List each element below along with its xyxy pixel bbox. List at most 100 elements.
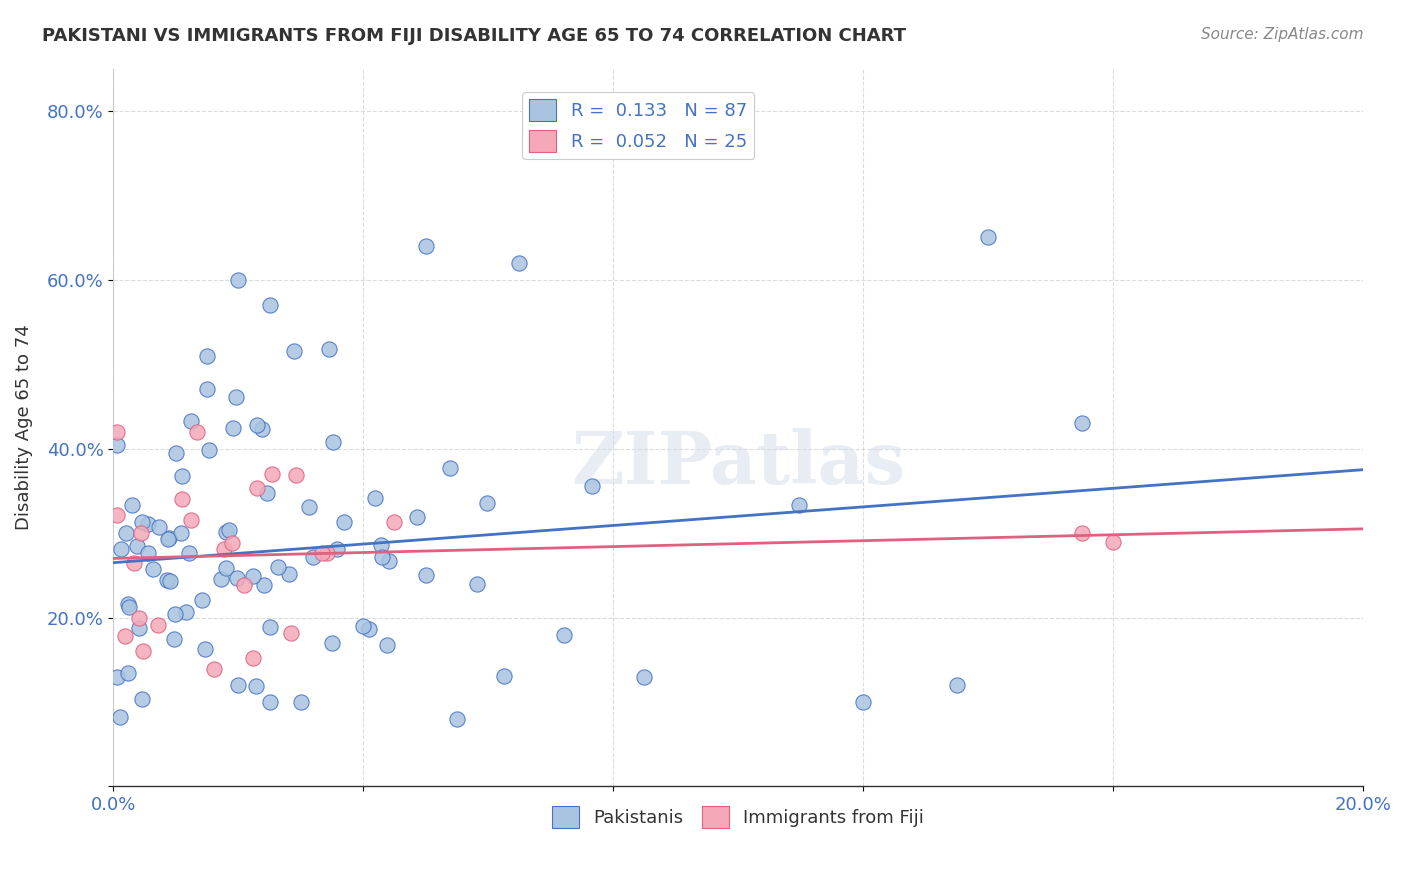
Pakistanis xyxy=(277,567,299,582)
Pakistanis xyxy=(105,438,128,452)
Text: Source: ZipAtlas.com: Source: ZipAtlas.com xyxy=(1201,27,1364,42)
Pakistanis xyxy=(148,520,170,534)
Pakistanis xyxy=(193,641,215,656)
Immigrants from Fiji xyxy=(202,662,225,676)
Pakistanis xyxy=(222,421,245,435)
Pakistanis xyxy=(209,573,232,587)
Pakistanis xyxy=(406,510,429,524)
Immigrants from Fiji xyxy=(114,629,136,643)
Immigrants from Fiji xyxy=(242,650,264,665)
Pakistanis xyxy=(162,632,184,646)
Pakistanis xyxy=(215,524,238,539)
Pakistanis xyxy=(298,500,321,514)
Text: PAKISTANI VS IMMIGRANTS FROM FIJI DISABILITY AGE 65 TO 74 CORRELATION CHART: PAKISTANI VS IMMIGRANTS FROM FIJI DISABI… xyxy=(42,27,907,45)
Pakistanis xyxy=(226,571,249,585)
Immigrants from Fiji xyxy=(212,541,235,556)
Pakistanis xyxy=(1070,417,1092,431)
Immigrants from Fiji xyxy=(132,644,155,658)
Legend: Pakistanis, Immigrants from Fiji: Pakistanis, Immigrants from Fiji xyxy=(544,798,931,835)
Pakistanis xyxy=(352,619,374,633)
Pakistanis xyxy=(370,538,392,552)
Pakistanis xyxy=(945,678,967,692)
Pakistanis xyxy=(364,491,387,506)
Immigrants from Fiji xyxy=(311,546,333,560)
Pakistanis xyxy=(117,666,139,681)
Immigrants from Fiji xyxy=(316,546,339,560)
Immigrants from Fiji xyxy=(170,491,193,506)
Immigrants from Fiji xyxy=(280,626,302,640)
Pakistanis xyxy=(246,418,269,433)
Pakistanis xyxy=(228,273,250,287)
Immigrants from Fiji xyxy=(1070,526,1092,541)
Y-axis label: Disability Age 65 to 74: Disability Age 65 to 74 xyxy=(15,325,32,531)
Pakistanis xyxy=(492,669,515,683)
Pakistanis xyxy=(191,592,214,607)
Pakistanis xyxy=(180,414,202,428)
Pakistanis xyxy=(321,636,343,650)
Pakistanis xyxy=(131,516,153,530)
Pakistanis xyxy=(553,628,575,642)
Immigrants from Fiji xyxy=(122,556,145,570)
Immigrants from Fiji xyxy=(128,611,150,625)
Pakistanis xyxy=(108,710,131,724)
Pakistanis xyxy=(195,383,218,397)
Pakistanis xyxy=(977,230,1000,244)
Pakistanis xyxy=(581,479,603,493)
Immigrants from Fiji xyxy=(146,618,169,632)
Pakistanis xyxy=(115,525,138,540)
Pakistanis xyxy=(475,496,498,510)
Pakistanis xyxy=(121,498,143,512)
Pakistanis xyxy=(357,622,380,636)
Pakistanis xyxy=(253,578,276,592)
Pakistanis xyxy=(142,562,165,576)
Pakistanis xyxy=(467,577,489,591)
Pakistanis xyxy=(159,574,181,588)
Pakistanis xyxy=(165,446,187,460)
Pakistanis xyxy=(633,670,655,684)
Pakistanis xyxy=(176,605,198,619)
Pakistanis xyxy=(128,621,150,635)
Immigrants from Fiji xyxy=(285,468,308,483)
Pakistanis xyxy=(318,343,340,357)
Pakistanis xyxy=(218,524,240,538)
Pakistanis xyxy=(117,597,139,611)
Pakistanis xyxy=(256,486,278,500)
Immigrants from Fiji xyxy=(382,515,405,529)
Pakistanis xyxy=(322,434,344,449)
Pakistanis xyxy=(156,573,179,587)
Pakistanis xyxy=(283,344,305,359)
Immigrants from Fiji xyxy=(105,508,128,522)
Pakistanis xyxy=(375,638,398,652)
Pakistanis xyxy=(225,390,247,404)
Pakistanis xyxy=(245,679,267,693)
Pakistanis xyxy=(852,695,875,709)
Pakistanis xyxy=(127,539,149,553)
Pakistanis xyxy=(170,525,193,540)
Pakistanis xyxy=(508,256,530,270)
Pakistanis xyxy=(290,695,312,709)
Pakistanis xyxy=(228,678,250,692)
Pakistanis xyxy=(195,349,218,363)
Pakistanis xyxy=(415,239,437,253)
Pakistanis xyxy=(333,515,356,529)
Pakistanis xyxy=(325,541,347,556)
Immigrants from Fiji xyxy=(246,481,269,495)
Pakistanis xyxy=(439,461,461,475)
Pakistanis xyxy=(378,554,401,568)
Pakistanis xyxy=(136,546,159,560)
Pakistanis xyxy=(110,541,132,556)
Pakistanis xyxy=(446,712,468,726)
Pakistanis xyxy=(157,531,180,545)
Immigrants from Fiji xyxy=(129,525,152,540)
Pakistanis xyxy=(242,569,264,583)
Pakistanis xyxy=(259,298,281,312)
Immigrants from Fiji xyxy=(260,467,283,481)
Pakistanis xyxy=(250,422,273,436)
Pakistanis xyxy=(163,607,186,622)
Pakistanis xyxy=(179,546,201,560)
Pakistanis xyxy=(136,516,159,531)
Pakistanis xyxy=(197,443,219,458)
Pakistanis xyxy=(302,550,325,565)
Immigrants from Fiji xyxy=(232,577,254,591)
Pakistanis xyxy=(259,695,281,709)
